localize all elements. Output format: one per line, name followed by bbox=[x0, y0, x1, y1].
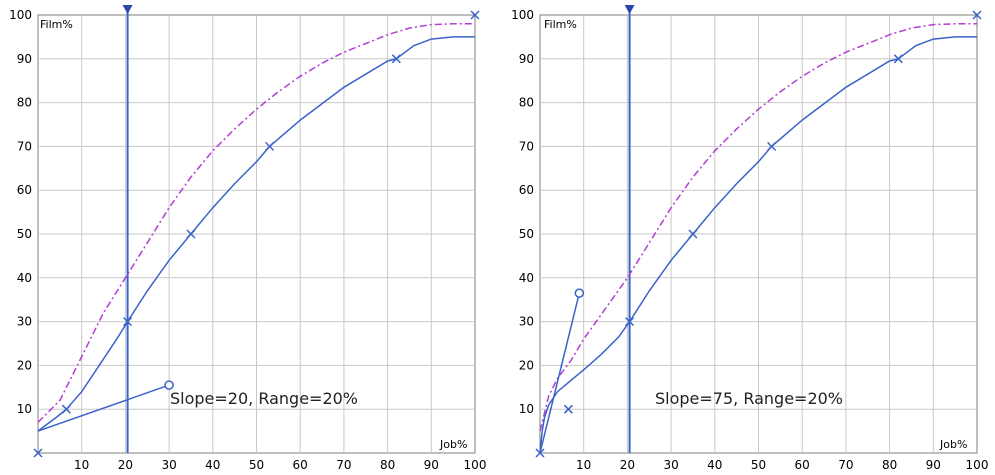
y-tick-label: 80 bbox=[17, 96, 32, 110]
tick-labels: 10 20 30 40 50 60 70 80 90 100 10 20 30 40 50 60 70 80 90 1… bbox=[9, 8, 486, 472]
curve-point-marker[interactable] bbox=[893, 54, 903, 64]
grid bbox=[38, 15, 475, 453]
x-tick-label: 20 bbox=[118, 458, 133, 472]
curve-point-marker[interactable] bbox=[563, 404, 573, 414]
y-tick-label: 100 bbox=[511, 8, 534, 22]
y-tick-label: 10 bbox=[17, 402, 32, 416]
x-tick-label: 40 bbox=[205, 458, 220, 472]
y-tick-label: 90 bbox=[519, 52, 534, 66]
curve-point-marker[interactable] bbox=[33, 448, 43, 458]
x-tick-label: 100 bbox=[464, 458, 487, 472]
y-tick-label: 70 bbox=[17, 139, 32, 153]
curve-point-marker[interactable] bbox=[688, 229, 698, 239]
chart-panel-right: 10 20 30 40 50 60 70 80 90 100 10 20 30 40 50 60 70 80 90 1… bbox=[498, 0, 995, 475]
slope-handle-line[interactable] bbox=[539, 292, 581, 454]
x-axis-label: Job% bbox=[939, 438, 967, 451]
y-tick-label: 40 bbox=[17, 271, 32, 285]
x-tick-label: 10 bbox=[576, 458, 591, 472]
slope-annotation: Slope=20, Range=20% bbox=[170, 389, 358, 408]
x-axis-label: Job% bbox=[439, 438, 467, 451]
x-tick-label: 50 bbox=[751, 458, 766, 472]
x-tick-label: 30 bbox=[161, 458, 176, 472]
curve-point-marker[interactable] bbox=[972, 10, 982, 20]
y-tick-label: 30 bbox=[17, 315, 32, 329]
slope-annotation: Slope=75, Range=20% bbox=[655, 389, 843, 408]
x-tick-label: 90 bbox=[926, 458, 941, 472]
markers-group bbox=[535, 10, 982, 458]
reference-curve bbox=[539, 23, 977, 432]
curve-point-marker[interactable] bbox=[391, 54, 401, 64]
tone-curve bbox=[37, 36, 475, 432]
series-group bbox=[37, 5, 475, 453]
x-tick-label: 60 bbox=[795, 458, 810, 472]
chart-panel-left: 10 20 30 40 50 60 70 80 90 100 10 20 30 40 50 60 70 80 90 1… bbox=[0, 0, 497, 475]
curve-point-marker[interactable] bbox=[186, 229, 196, 239]
tick-labels: 10 20 30 40 50 60 70 80 90 100 10 20 30 40 50 60 70 80 90 1… bbox=[511, 8, 988, 472]
x-tick-label: 70 bbox=[838, 458, 853, 472]
slope-handle-point[interactable] bbox=[164, 380, 174, 390]
curve-point-marker[interactable] bbox=[535, 448, 545, 458]
x-tick-label: 100 bbox=[966, 458, 989, 472]
x-tick-label: 10 bbox=[74, 458, 89, 472]
x-tick-label: 80 bbox=[380, 458, 395, 472]
y-tick-label: 20 bbox=[17, 358, 32, 372]
markers-group bbox=[33, 10, 480, 458]
curve-point-marker[interactable] bbox=[61, 404, 71, 414]
x-tick-label: 20 bbox=[620, 458, 635, 472]
x-tick-label: 30 bbox=[663, 458, 678, 472]
x-tick-label: 70 bbox=[336, 458, 351, 472]
marker-line-handle[interactable] bbox=[624, 5, 635, 14]
marker-line-handle[interactable] bbox=[122, 5, 133, 14]
y-tick-label: 70 bbox=[519, 139, 534, 153]
curve-point-marker[interactable] bbox=[625, 317, 635, 327]
x-tick-label: 60 bbox=[293, 458, 308, 472]
curve-chart-right[interactable]: 10 20 30 40 50 60 70 80 90 100 10 20 30 40 50 60 70 80 90 1… bbox=[498, 0, 995, 475]
y-tick-label: 10 bbox=[519, 402, 534, 416]
reference-curve bbox=[37, 23, 475, 423]
curve-chart-left[interactable]: 10 20 30 40 50 60 70 80 90 100 10 20 30 40 50 60 70 80 90 1… bbox=[0, 0, 497, 475]
y-tick-label: 50 bbox=[17, 227, 32, 241]
curve-point-marker[interactable] bbox=[123, 317, 133, 327]
slope-handle-line[interactable] bbox=[37, 384, 170, 432]
x-tick-label: 40 bbox=[707, 458, 722, 472]
slope-handle-point[interactable] bbox=[574, 288, 585, 298]
x-tick-label: 90 bbox=[424, 458, 439, 472]
y-tick-label: 80 bbox=[519, 96, 534, 110]
y-axis-label: Film% bbox=[544, 18, 577, 31]
x-tick-label: 50 bbox=[249, 458, 264, 472]
curve-point-marker[interactable] bbox=[265, 141, 275, 151]
y-tick-label: 60 bbox=[519, 183, 534, 197]
y-tick-label: 30 bbox=[519, 315, 534, 329]
curve-point-marker[interactable] bbox=[470, 10, 480, 20]
y-tick-label: 60 bbox=[17, 183, 32, 197]
y-tick-label: 20 bbox=[519, 358, 534, 372]
x-tick-label: 80 bbox=[882, 458, 897, 472]
y-axis-label: Film% bbox=[40, 18, 73, 31]
y-tick-label: 100 bbox=[9, 8, 32, 22]
y-tick-label: 40 bbox=[519, 271, 534, 285]
y-tick-label: 50 bbox=[519, 227, 534, 241]
curve-point-marker[interactable] bbox=[767, 141, 777, 151]
y-tick-label: 90 bbox=[17, 52, 32, 66]
